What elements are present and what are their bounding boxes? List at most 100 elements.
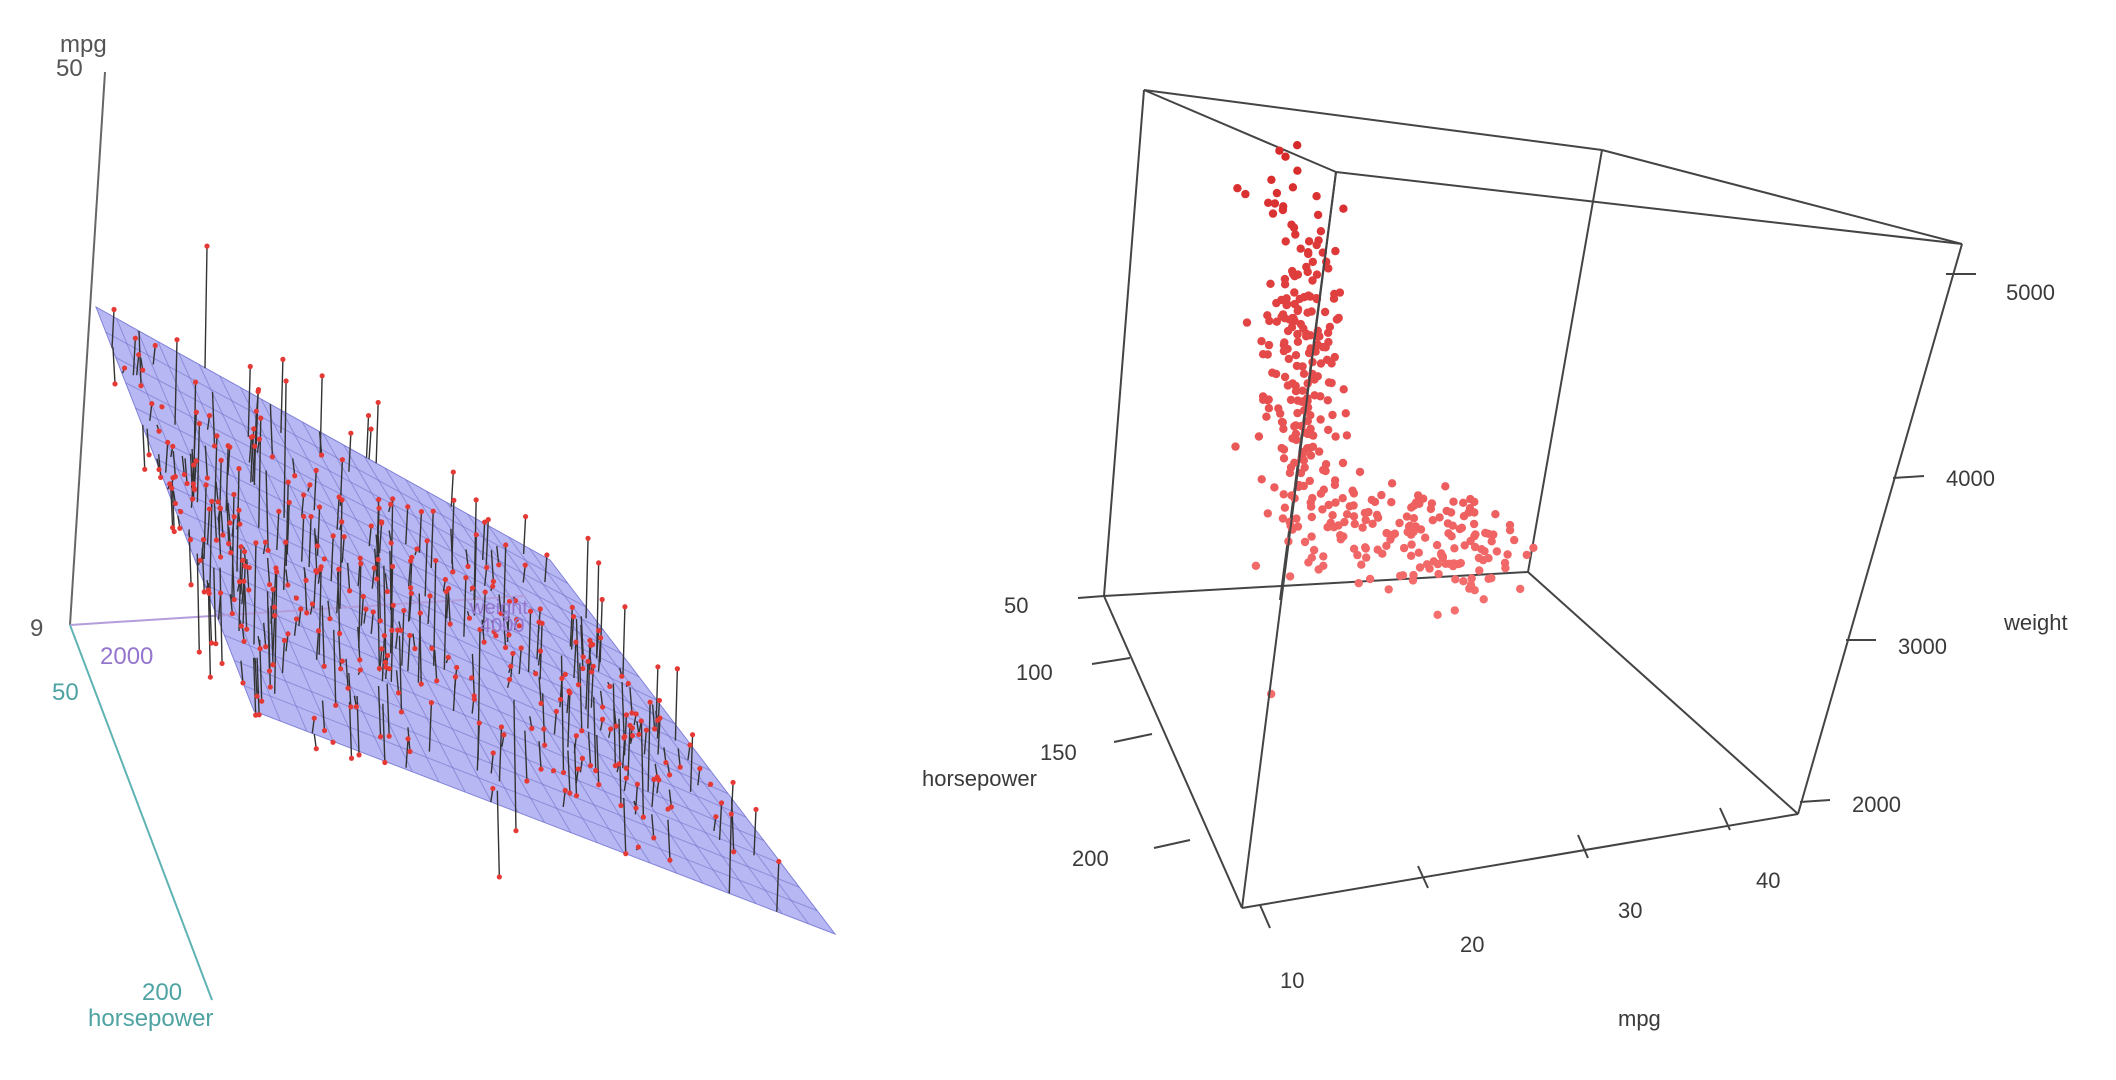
data-point	[408, 590, 414, 597]
residual-line	[427, 595, 431, 625]
right-axis-ticks	[1077, 273, 1976, 929]
data-point	[512, 598, 519, 604]
data-point	[477, 626, 483, 633]
data-point	[538, 700, 544, 706]
data-point	[674, 666, 680, 672]
data-point	[1449, 497, 1458, 506]
plane-grid-line	[184, 533, 711, 771]
data-point	[1272, 317, 1282, 326]
data-point	[651, 726, 658, 732]
residual-line	[319, 375, 323, 458]
data-point	[414, 546, 420, 552]
data-point	[647, 699, 653, 705]
residual-line	[327, 600, 331, 619]
data-point	[424, 538, 430, 544]
axis-tick	[1577, 834, 1589, 859]
data-point	[490, 583, 496, 589]
data-point	[1529, 543, 1538, 552]
residual-line	[428, 702, 433, 752]
data-point	[204, 243, 210, 249]
data-point	[640, 814, 646, 820]
data-point	[1432, 540, 1442, 550]
data-point	[1348, 486, 1357, 495]
data-point	[1312, 240, 1321, 250]
data-point	[1328, 511, 1337, 520]
residual-line	[580, 624, 584, 669]
data-point	[1316, 415, 1325, 424]
data-point	[187, 537, 194, 543]
data-point	[1300, 292, 1309, 302]
data-point	[339, 658, 345, 664]
data-point	[197, 557, 203, 564]
data-point	[579, 728, 585, 734]
residual-line	[282, 542, 287, 591]
data-point	[1290, 299, 1299, 309]
residual-line	[227, 447, 231, 476]
plane-surface	[95, 305, 837, 936]
data-point	[140, 367, 146, 373]
data-point	[527, 608, 534, 614]
data-point	[174, 337, 180, 343]
residual-line	[465, 549, 469, 567]
residual-line	[293, 618, 298, 636]
data-point	[1349, 544, 1359, 553]
data-point	[429, 645, 435, 651]
data-point	[1303, 416, 1313, 426]
data-point	[1362, 553, 1371, 562]
data-point	[407, 748, 413, 755]
data-point	[452, 674, 459, 680]
data-point	[450, 569, 456, 575]
data-point	[1325, 322, 1335, 332]
data-point	[1433, 610, 1442, 619]
data-point	[510, 650, 516, 657]
horsepower-axis-line	[69, 624, 213, 1001]
residual-line	[215, 481, 219, 502]
data-point	[595, 627, 602, 634]
y-axis-title: horsepower	[88, 1005, 213, 1032]
residual-line	[522, 565, 526, 583]
data-point	[1304, 348, 1314, 358]
mpg-tick-label-10: 10	[1280, 968, 1304, 993]
residual-line	[146, 428, 150, 455]
data-point	[597, 635, 604, 641]
residual-line	[677, 748, 681, 768]
residual-line	[231, 494, 235, 600]
data-point	[1460, 541, 1469, 550]
data-point	[316, 504, 323, 510]
axis-tick	[1113, 733, 1153, 743]
data-point	[466, 615, 473, 621]
residual-line	[524, 730, 528, 782]
data-point	[482, 589, 488, 595]
residual-line	[211, 391, 216, 446]
data-point	[301, 513, 307, 520]
data-point	[196, 649, 202, 655]
data-point	[1319, 485, 1329, 494]
data-point	[1447, 532, 1456, 541]
data-point	[1285, 572, 1295, 581]
residual-line	[481, 619, 485, 643]
data-point	[506, 632, 512, 638]
residual-line	[209, 501, 213, 594]
data-point	[1451, 575, 1460, 584]
data-point	[1331, 432, 1340, 441]
data-point	[283, 378, 289, 384]
residual-line	[152, 345, 156, 365]
residual-line	[218, 460, 222, 535]
box-back-edges	[1103, 89, 1963, 601]
data-point	[1293, 330, 1302, 339]
data-point	[1263, 311, 1272, 320]
residual-line	[243, 586, 248, 630]
data-point	[1500, 558, 1510, 568]
data-point	[590, 663, 596, 669]
residual-line	[192, 382, 197, 500]
data-point	[1320, 307, 1330, 317]
residual-line	[640, 718, 645, 818]
data-point	[707, 781, 714, 787]
data-point	[1338, 494, 1347, 503]
mpg-axis-title: mpg	[1618, 1006, 1661, 1031]
data-point	[376, 496, 382, 503]
data-point	[111, 306, 117, 313]
data-point	[1279, 340, 1289, 350]
data-point	[1373, 513, 1383, 522]
data-point	[566, 688, 572, 694]
